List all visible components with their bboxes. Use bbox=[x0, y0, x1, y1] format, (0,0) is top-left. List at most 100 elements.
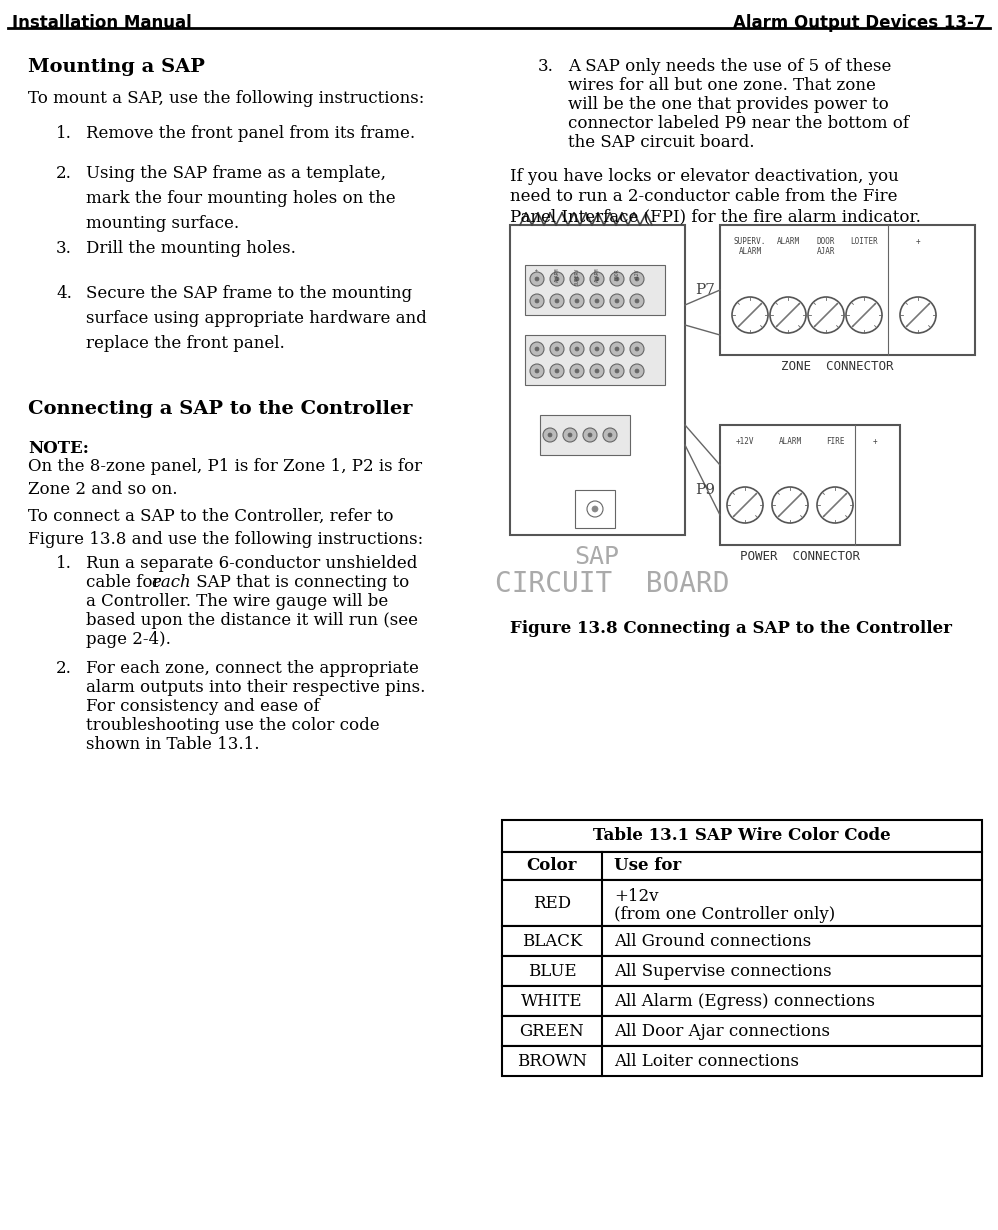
Text: RED: RED bbox=[533, 894, 571, 911]
Text: FIRE: FIRE bbox=[825, 437, 844, 446]
Circle shape bbox=[575, 299, 579, 303]
Circle shape bbox=[595, 369, 599, 373]
Text: SAP that is connecting to: SAP that is connecting to bbox=[191, 574, 409, 590]
Circle shape bbox=[590, 364, 604, 378]
Text: SUPERV: SUPERV bbox=[575, 268, 580, 285]
Circle shape bbox=[575, 277, 579, 280]
Text: (from one Controller only): (from one Controller only) bbox=[614, 907, 835, 922]
Text: shown in Table 13.1.: shown in Table 13.1. bbox=[86, 736, 259, 753]
Text: All Ground connections: All Ground connections bbox=[614, 932, 811, 950]
Circle shape bbox=[635, 299, 639, 303]
Circle shape bbox=[900, 296, 936, 333]
Circle shape bbox=[615, 347, 619, 351]
Circle shape bbox=[550, 272, 564, 287]
Circle shape bbox=[615, 299, 619, 303]
Circle shape bbox=[590, 342, 604, 355]
Circle shape bbox=[595, 277, 599, 280]
Circle shape bbox=[535, 277, 539, 280]
Circle shape bbox=[610, 342, 624, 355]
Text: Installation Manual: Installation Manual bbox=[12, 14, 192, 32]
Text: will be the one that provides power to: will be the one that provides power to bbox=[568, 96, 889, 113]
Text: 2.: 2. bbox=[56, 661, 72, 676]
Text: +12v: +12v bbox=[614, 888, 659, 905]
Circle shape bbox=[608, 433, 612, 437]
Text: To mount a SAP, use the following instructions:: To mount a SAP, use the following instru… bbox=[28, 90, 424, 107]
Circle shape bbox=[570, 272, 584, 287]
Circle shape bbox=[817, 487, 853, 523]
Text: 1.: 1. bbox=[56, 555, 72, 572]
Text: BLUE: BLUE bbox=[528, 963, 576, 979]
Bar bbox=[502, 986, 982, 1016]
Text: For consistency and ease of: For consistency and ease of bbox=[86, 697, 319, 715]
Text: +: + bbox=[535, 268, 540, 271]
Text: cable for: cable for bbox=[86, 574, 166, 590]
Text: alarm outputs into their respective pins.: alarm outputs into their respective pins… bbox=[86, 679, 425, 696]
Circle shape bbox=[550, 342, 564, 355]
Circle shape bbox=[595, 299, 599, 303]
Text: wires for all but one zone. That zone: wires for all but one zone. That zone bbox=[568, 77, 876, 93]
Circle shape bbox=[550, 364, 564, 378]
Text: Remove the front panel from its frame.: Remove the front panel from its frame. bbox=[86, 125, 415, 141]
Text: troubleshooting use the color code: troubleshooting use the color code bbox=[86, 717, 379, 734]
Text: connector labeled P9 near the bottom of: connector labeled P9 near the bottom of bbox=[568, 114, 909, 132]
Text: Figure 13.8 Connecting a SAP to the Controller: Figure 13.8 Connecting a SAP to the Cont… bbox=[510, 620, 952, 637]
Text: P7: P7 bbox=[696, 283, 715, 296]
Text: WHITE: WHITE bbox=[521, 993, 583, 1010]
Text: +: + bbox=[872, 437, 877, 446]
Circle shape bbox=[570, 342, 584, 355]
Text: LOITER: LOITER bbox=[850, 237, 878, 246]
Circle shape bbox=[568, 433, 572, 437]
Text: 3.: 3. bbox=[56, 240, 72, 257]
Text: SUPERV.
ALARM: SUPERV. ALARM bbox=[734, 237, 766, 256]
Circle shape bbox=[555, 277, 559, 280]
Text: page 2-4).: page 2-4). bbox=[86, 631, 171, 648]
Bar bbox=[502, 852, 982, 879]
Text: A SAP only needs the use of 5 of these: A SAP only needs the use of 5 of these bbox=[568, 58, 891, 75]
Circle shape bbox=[535, 347, 539, 351]
Text: ALARM: ALARM bbox=[555, 268, 560, 283]
Circle shape bbox=[570, 294, 584, 308]
Text: Panel Interface (FPI) for the fire alarm indicator.: Panel Interface (FPI) for the fire alarm… bbox=[510, 208, 921, 225]
Text: Color: Color bbox=[527, 857, 577, 875]
Circle shape bbox=[590, 272, 604, 287]
Text: BROWN: BROWN bbox=[517, 1053, 587, 1070]
Circle shape bbox=[550, 294, 564, 308]
Text: 3.: 3. bbox=[538, 58, 554, 75]
Text: DOOR: DOOR bbox=[615, 268, 620, 279]
Text: need to run a 2-conductor cable from the Fire: need to run a 2-conductor cable from the… bbox=[510, 188, 897, 205]
Text: POWER  CONNECTOR: POWER CONNECTOR bbox=[740, 550, 860, 563]
Text: All Alarm (Egress) connections: All Alarm (Egress) connections bbox=[614, 993, 875, 1010]
Text: Run a separate 6-conductor unshielded: Run a separate 6-conductor unshielded bbox=[86, 555, 417, 572]
Circle shape bbox=[535, 369, 539, 373]
Text: the SAP circuit board.: the SAP circuit board. bbox=[568, 134, 754, 151]
Circle shape bbox=[587, 501, 603, 517]
Circle shape bbox=[610, 272, 624, 287]
Circle shape bbox=[563, 428, 577, 442]
Bar bbox=[525, 264, 665, 315]
Circle shape bbox=[555, 369, 559, 373]
Text: Table 13.1 SAP Wire Color Code: Table 13.1 SAP Wire Color Code bbox=[593, 828, 891, 845]
Text: Mounting a SAP: Mounting a SAP bbox=[28, 58, 205, 76]
Bar bbox=[502, 879, 982, 926]
Text: Secure the SAP frame to the mounting
surface using appropriate hardware and
repl: Secure the SAP frame to the mounting sur… bbox=[86, 285, 427, 352]
Bar bbox=[502, 926, 982, 956]
Circle shape bbox=[846, 296, 882, 333]
Bar bbox=[502, 820, 982, 852]
Text: All Loiter connections: All Loiter connections bbox=[614, 1053, 799, 1070]
Circle shape bbox=[615, 277, 619, 280]
Circle shape bbox=[575, 369, 579, 373]
Circle shape bbox=[732, 296, 768, 333]
Circle shape bbox=[630, 364, 644, 378]
Bar bbox=[575, 490, 615, 528]
Circle shape bbox=[590, 294, 604, 308]
Circle shape bbox=[535, 299, 539, 303]
Text: each: each bbox=[151, 574, 191, 590]
Text: For each zone, connect the appropriate: For each zone, connect the appropriate bbox=[86, 661, 419, 676]
Text: To connect a SAP to the Controller, refer to
Figure 13.8 and use the following i: To connect a SAP to the Controller, refe… bbox=[28, 508, 423, 549]
Bar bbox=[720, 426, 900, 545]
Bar bbox=[502, 1046, 982, 1076]
Circle shape bbox=[635, 369, 639, 373]
Text: Using the SAP frame as a template,
mark the four mounting holes on the
mounting : Using the SAP frame as a template, mark … bbox=[86, 165, 395, 231]
Text: DOOR
AJAR: DOOR AJAR bbox=[816, 237, 835, 256]
Text: 2.: 2. bbox=[56, 165, 72, 182]
